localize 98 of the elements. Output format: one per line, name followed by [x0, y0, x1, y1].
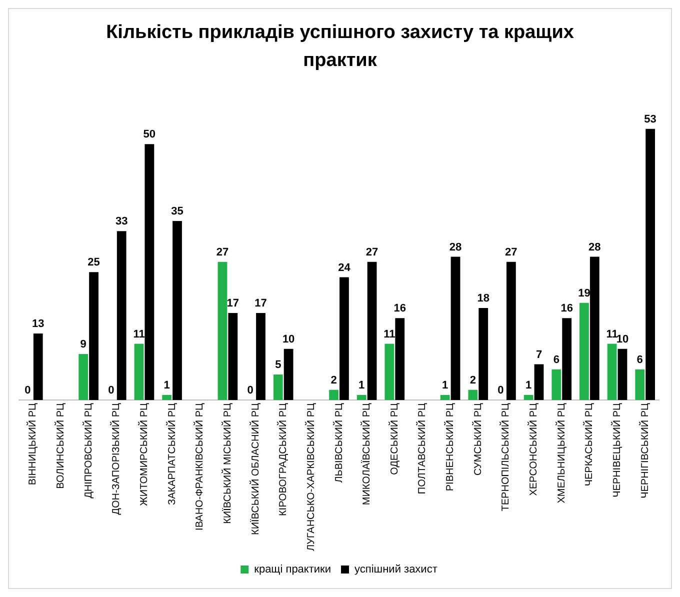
data-label: 0: [24, 384, 31, 397]
bar: [329, 390, 338, 400]
bar: [478, 308, 488, 400]
data-label: 0: [498, 384, 504, 397]
x-tick-label: ВОЛИНСЬКИЙ РЦ: [53, 402, 66, 489]
data-label: 27: [366, 246, 378, 258]
x-tick-label: СУМСЬКИЙ РЦ: [470, 402, 484, 476]
data-label: 33: [115, 216, 128, 228]
data-label: 16: [394, 302, 406, 315]
bar: [635, 369, 645, 400]
x-tick-label: ЧЕРНІГІВСЬКИЙ РЦ: [638, 402, 651, 498]
x-tick-label: ЛЬВІВСЬКИЙ РЦ: [332, 402, 345, 483]
data-label: 1: [358, 379, 365, 392]
x-tick-label: КИЇВСЬКИЙ ОБЛАСНИЙ РЦ: [248, 402, 262, 535]
data-label: 53: [644, 113, 656, 126]
data-label: 16: [560, 302, 573, 315]
data-label: 2: [330, 374, 337, 386]
data-label: 10: [282, 333, 295, 346]
x-tick-label: ІВАНО-ФРАНКІВСЬКИЙ РЦ: [192, 402, 206, 530]
data-label: 2: [470, 374, 476, 386]
data-label: 19: [578, 287, 590, 300]
bar: [256, 313, 266, 400]
x-tick-label: ОДЕСЬКИЙ РЦ: [387, 402, 400, 475]
data-label: 1: [442, 379, 448, 392]
bar: [340, 277, 349, 400]
bar: [162, 394, 172, 400]
data-label: 11: [133, 328, 145, 340]
x-tick-label: ЧЕРНІВЕЦЬКИЙ РЦ: [610, 402, 624, 498]
data-label: 27: [505, 246, 518, 258]
x-tick-label: ЖИТОМИРСЬКИЙ РЦ: [136, 402, 150, 506]
bar: [172, 220, 182, 400]
bar: [607, 344, 617, 400]
data-label: 7: [536, 348, 542, 361]
x-tick-label: МИКОЛАЇВСЬКИЙ РЦ: [360, 402, 373, 506]
bar: [618, 348, 628, 400]
bar: [78, 354, 88, 400]
x-tick-label: КИЇВСЬКИЙ МІСЬКИЙ РЦ: [220, 402, 234, 524]
x-tick-label: ДОН-ЗАПОРІЗЬКИЙ РЦ: [109, 402, 122, 515]
bar: [580, 302, 589, 400]
bar: [450, 256, 460, 400]
data-label: 35: [171, 205, 184, 218]
bar: [524, 394, 534, 400]
chart-title: Кількість прикладів успішного захисту та кращих практик: [105, 21, 575, 73]
x-tick-label: ХМЕЛЬНИЦЬКИЙ РЦ: [554, 402, 568, 504]
bar: [395, 318, 405, 400]
legend-label: успішний захист: [354, 564, 438, 576]
data-label: 1: [526, 379, 532, 392]
x-tick-label: ВІННИЦЬКИЙ РЦ: [26, 402, 39, 486]
legend-label: кращі практики: [254, 564, 332, 576]
data-label: 28: [449, 241, 462, 254]
bar: [506, 262, 516, 400]
bar: [590, 256, 600, 400]
bar: [89, 272, 98, 400]
x-tick-label: ЗАКАРПАТСЬКИЙ РЦ: [164, 402, 178, 505]
x-tick-label: ХЕРСОНСЬКИЙ РЦ: [526, 402, 540, 496]
bar: [228, 313, 238, 400]
bar: [218, 262, 228, 400]
data-label: 50: [143, 128, 156, 141]
data-label: 0: [247, 384, 254, 397]
data-label: 17: [226, 298, 240, 310]
data-label: 17: [254, 298, 267, 310]
data-label: 9: [80, 338, 86, 351]
data-label: 6: [636, 354, 643, 366]
bar: [367, 262, 377, 400]
data-label: 1: [164, 379, 170, 392]
data-label: 5: [275, 359, 282, 372]
data-label: 11: [606, 328, 618, 340]
bar: [384, 344, 394, 400]
x-tick-label: ЧЕРКАСЬКИЙ РЦ: [582, 402, 596, 486]
bar: [534, 364, 544, 400]
data-label: 0: [108, 384, 114, 397]
bar: [284, 348, 294, 400]
x-tick-label: ПОЛТАВСЬКИЙ РЦ: [415, 402, 428, 494]
bar: [144, 144, 154, 400]
bar: [552, 369, 562, 400]
bar: [134, 344, 144, 400]
data-label: 11: [384, 328, 396, 340]
bar: [33, 334, 43, 400]
data-label: 24: [338, 262, 352, 274]
bar: [646, 128, 655, 400]
data-label: 10: [616, 333, 629, 346]
bar: [356, 394, 366, 400]
x-tick-label: КІРОВОГРАДСЬКИЙ РЦ: [276, 402, 290, 516]
x-tick-label: ТЕРНОПІЛЬСЬКИЙ РЦ: [498, 402, 512, 512]
data-label: 27: [216, 246, 229, 258]
bar: [440, 394, 450, 400]
data-label: 6: [553, 354, 560, 366]
x-tick-label: ЛУГАНСЬКО-ХАРКІВСЬКИЙ РЦ: [304, 402, 317, 552]
x-tick-label: ДНІПРОВСЬКИЙ РЦ: [81, 402, 94, 498]
bar: [273, 374, 283, 400]
bar: [468, 390, 478, 400]
data-label: 28: [588, 241, 601, 254]
bar: [116, 231, 126, 400]
data-label: 18: [477, 292, 490, 304]
data-label: 13: [32, 318, 44, 330]
x-tick-label: РІВНЕНСЬКИЙ РЦ: [443, 402, 456, 492]
bar: [562, 318, 572, 400]
data-label: 25: [88, 256, 100, 269]
